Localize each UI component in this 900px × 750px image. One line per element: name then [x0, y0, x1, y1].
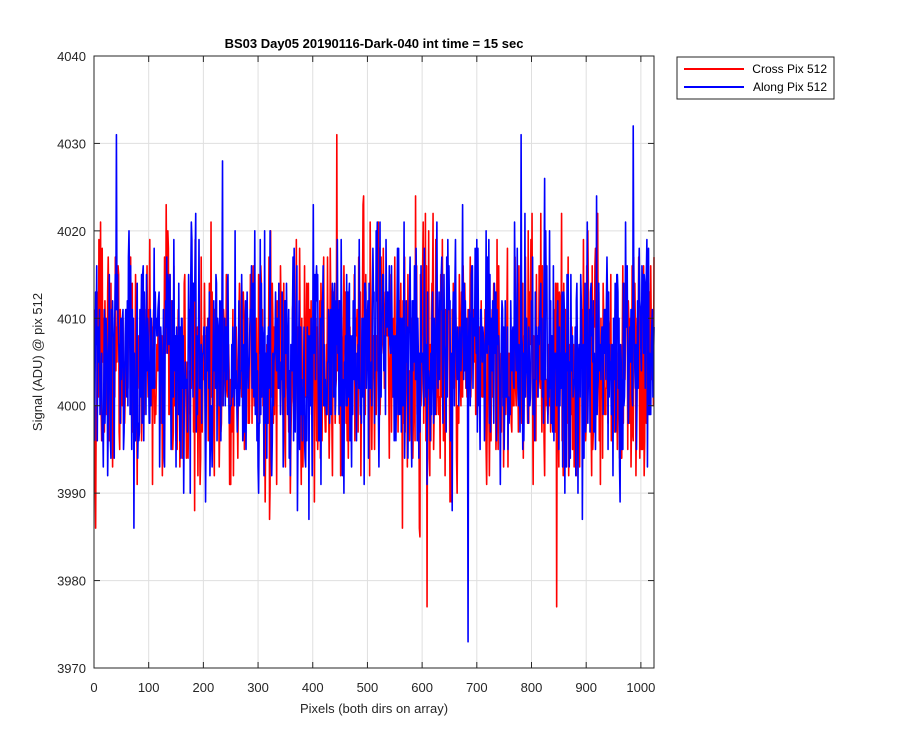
x-tick-label: 900: [575, 680, 597, 695]
x-tick-label: 800: [521, 680, 543, 695]
legend: Cross Pix 512 Along Pix 512: [676, 56, 835, 100]
y-tick-label: 3980: [57, 574, 86, 589]
x-tick-label: 200: [193, 680, 215, 695]
x-tick-label: 300: [247, 680, 269, 695]
y-axis-label: Signal (ADU) @ pix 512: [30, 293, 45, 431]
x-tick-label: 400: [302, 680, 324, 695]
y-tick-label: 4040: [57, 49, 86, 64]
x-tick-label: 100: [138, 680, 160, 695]
series-line-along: [93, 125, 655, 643]
x-tick-label: 1000: [626, 680, 655, 695]
y-tick-label: 4010: [57, 311, 86, 326]
x-axis-label: Pixels (both dirs on array): [300, 701, 448, 716]
chart-title: BS03 Day05 20190116-Dark-040 int time = …: [225, 36, 524, 51]
series-layer: [93, 125, 655, 643]
axes-box: [93, 55, 655, 669]
y-tick-label: 4020: [57, 224, 86, 239]
y-tick-label: 4000: [57, 399, 86, 414]
y-tick-label: 3990: [57, 486, 86, 501]
y-tick-label: 3970: [57, 661, 86, 676]
y-tick-label: 4030: [57, 136, 86, 151]
x-tick-label: 0: [90, 680, 97, 695]
legend-box: [676, 56, 835, 100]
x-tick-label: 600: [411, 680, 433, 695]
legend-label-cross: Cross Pix 512: [752, 62, 827, 76]
x-tick-label: 500: [357, 680, 379, 695]
x-tick-label: 700: [466, 680, 488, 695]
tick-marks: [93, 55, 654, 669]
legend-label-along: Along Pix 512: [753, 80, 827, 94]
